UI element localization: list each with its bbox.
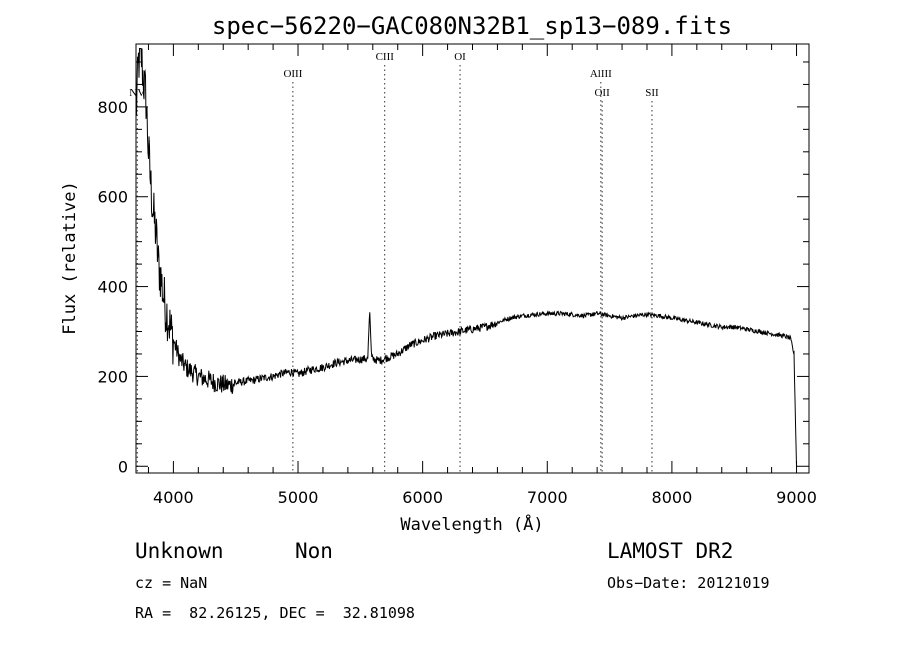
x-tick-label: 8000 [652,488,693,507]
coordinates-label: RA = 82.26125, DEC = 32.81098 [135,604,415,622]
axis-ticks: 4000 5000 6000 7000 8000 9000 0 200 400 600 800 [97,44,817,507]
spectral-line-label: SII [645,87,659,99]
survey-label: LAMOST DR2 [607,539,734,563]
plot-frame [135,43,810,474]
y-tick-label: 600 [97,188,128,207]
spectral-line-label: OI [454,51,466,63]
y-tick-label: 0 [118,457,128,476]
x-tick-label: 5000 [278,488,319,507]
object-subclass: Non [295,539,333,563]
y-axis-label: Flux (relative) [60,181,80,335]
x-tick-label: 9000 [776,488,817,507]
y-tick-label: 400 [97,278,128,297]
spectrum-line [135,48,797,467]
x-tick-label: 4000 [153,488,194,507]
x-axis-label: Wavelength (Å) [400,513,543,535]
obs-date-label: Obs−Date: 20121019 [607,574,770,592]
spectral-line-label: OII [594,87,610,99]
chart-title: spec−56220−GAC080N32B1_sp13−089.fits [212,12,732,40]
spectral-line-label: AlIII [590,68,612,80]
y-tick-label: 800 [97,98,128,117]
spectral-line-label: CIII [376,51,395,63]
x-tick-label: 6000 [402,488,443,507]
y-tick-label: 200 [97,367,128,386]
redshift-label: cz = NaN [135,574,208,592]
x-tick-label: 7000 [527,488,568,507]
spectral-line-label: OIII [283,68,302,80]
object-class: Unknown [135,539,224,563]
